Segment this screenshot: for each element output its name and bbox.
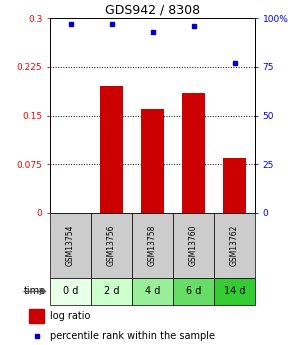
Text: percentile rank within the sample: percentile rank within the sample — [50, 331, 215, 341]
Text: GSM13756: GSM13756 — [107, 225, 116, 266]
Bar — [223, 158, 246, 213]
Bar — [91, 278, 132, 305]
Text: 6 d: 6 d — [186, 286, 201, 296]
Bar — [173, 213, 214, 278]
Text: GSM13760: GSM13760 — [189, 225, 198, 266]
Bar — [100, 86, 123, 213]
Text: GSM13754: GSM13754 — [66, 225, 75, 266]
Text: GSM13758: GSM13758 — [148, 225, 157, 266]
Bar — [214, 213, 255, 278]
Bar — [214, 278, 255, 305]
Bar — [173, 278, 214, 305]
Text: time: time — [24, 286, 46, 296]
Bar — [141, 109, 164, 213]
Text: GSM13762: GSM13762 — [230, 225, 239, 266]
Bar — [29, 309, 44, 323]
Title: GDS942 / 8308: GDS942 / 8308 — [105, 4, 200, 17]
Bar — [132, 278, 173, 305]
Bar — [132, 213, 173, 278]
Text: 14 d: 14 d — [224, 286, 245, 296]
Bar — [50, 278, 91, 305]
Bar — [182, 93, 205, 213]
Text: log ratio: log ratio — [50, 311, 90, 321]
Bar — [50, 213, 91, 278]
Text: 2 d: 2 d — [104, 286, 119, 296]
Text: 4 d: 4 d — [145, 286, 160, 296]
Text: 0 d: 0 d — [63, 286, 78, 296]
Bar — [91, 213, 132, 278]
